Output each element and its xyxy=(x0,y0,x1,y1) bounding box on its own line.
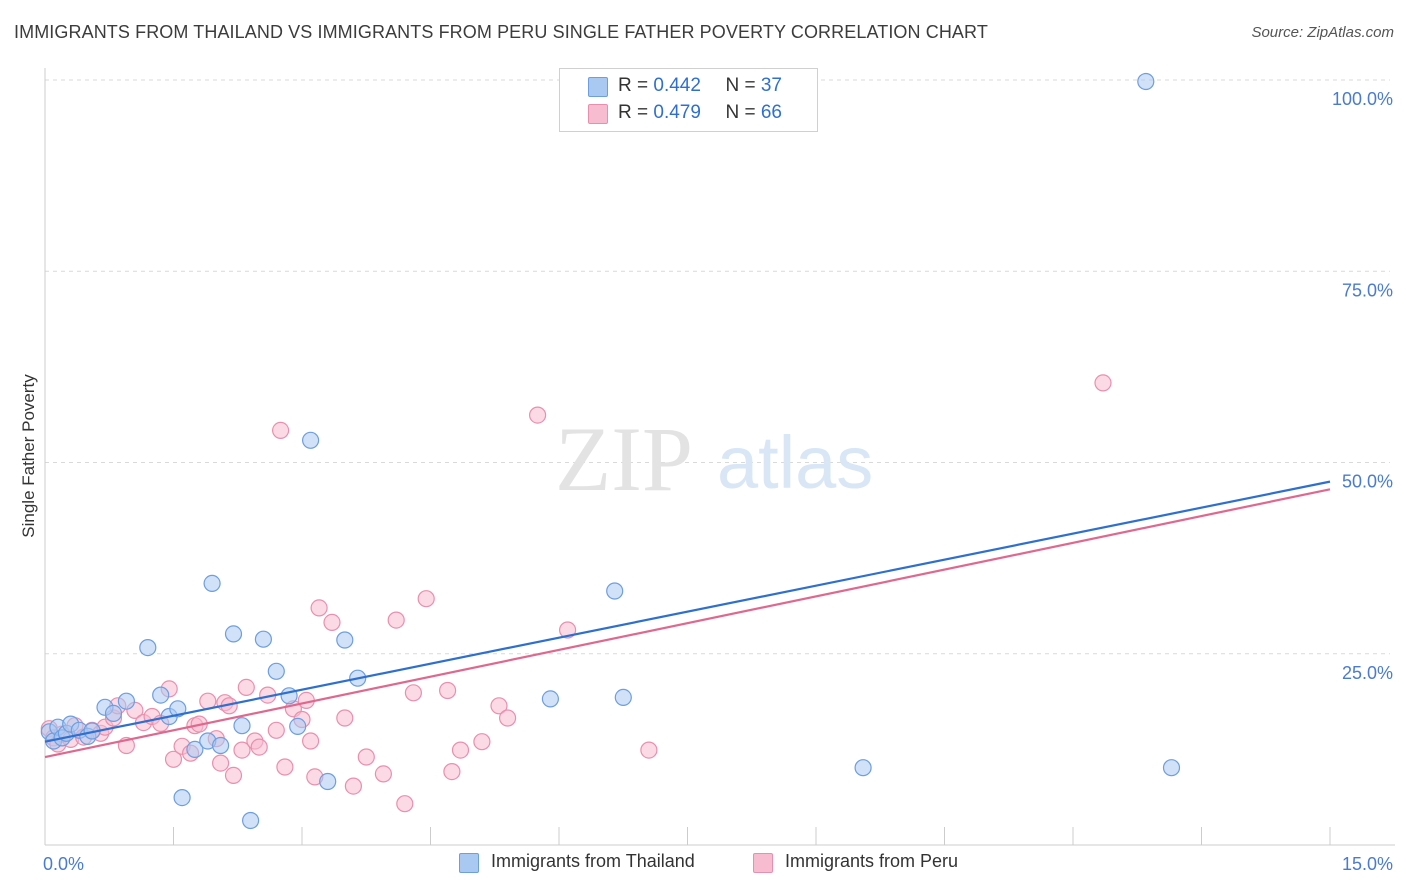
thailand-point xyxy=(302,431,320,449)
stats-legend: R = 0.442 N = 37 R = 0.479 N = 66 xyxy=(559,68,818,132)
legend-row-thailand: R = 0.442 N = 37 xyxy=(618,75,782,97)
trend-lines xyxy=(44,480,1331,759)
peru-point xyxy=(336,709,354,727)
legend-row-peru: R = 0.479 N = 66 xyxy=(618,102,782,124)
y-tick-label: 100.0% xyxy=(1332,89,1393,109)
y-tick-label: 25.0% xyxy=(1342,663,1393,683)
thailand-point xyxy=(336,631,354,649)
grid-lines xyxy=(45,79,1390,655)
legend-n-label: N = xyxy=(725,102,761,123)
peru-point xyxy=(528,406,547,424)
thailand-point xyxy=(104,704,123,723)
thailand-point xyxy=(212,736,230,755)
peru-point xyxy=(499,709,517,727)
peru-point xyxy=(387,611,405,629)
x-tick-label: 15.0% xyxy=(1342,854,1393,874)
legend-r-value: 0.479 xyxy=(653,102,701,123)
peru-trend-line xyxy=(44,488,1331,759)
thailand-point xyxy=(267,662,285,680)
thailand-point xyxy=(606,582,624,600)
peru-point xyxy=(396,795,414,813)
thailand-point xyxy=(233,717,251,735)
axes xyxy=(44,68,1395,846)
thailand-point xyxy=(254,630,272,648)
y-tick-label: 50.0% xyxy=(1342,472,1393,492)
peru-point xyxy=(276,758,294,776)
legend-r-label: R = xyxy=(618,102,654,123)
peru-point xyxy=(451,741,470,759)
thailand-point xyxy=(319,772,337,791)
thailand-point xyxy=(152,686,170,704)
peru-point xyxy=(233,741,251,759)
thailand-points xyxy=(40,72,1181,830)
y-tick-label: 75.0% xyxy=(1342,280,1393,300)
legend-label-peru: Immigrants from Peru xyxy=(785,851,959,871)
thailand-point xyxy=(1137,72,1155,91)
peru-point xyxy=(357,748,375,766)
legend-r-value: 0.442 xyxy=(653,75,701,96)
legend-swatch-peru xyxy=(588,104,608,124)
peru-point xyxy=(272,421,290,439)
peru-point xyxy=(237,678,255,697)
peru-point xyxy=(250,738,268,756)
legend-swatch-thailand xyxy=(588,77,608,97)
thailand-point xyxy=(289,717,307,736)
thailand-point xyxy=(541,690,560,708)
peru-point xyxy=(323,613,341,632)
legend-label-thailand: Immigrants from Thailand xyxy=(491,851,695,871)
thailand-point xyxy=(614,688,632,707)
peru-point xyxy=(224,766,243,785)
thailand-point xyxy=(169,700,187,718)
x-tick-label: 0.0% xyxy=(43,854,84,874)
legend-swatch-thailand xyxy=(459,853,479,873)
source-credit: Source: ZipAtlas.com xyxy=(1251,24,1394,41)
thailand-point xyxy=(117,692,136,710)
peru-point xyxy=(443,762,461,781)
peru-point xyxy=(302,732,320,750)
watermark: ZIP atlas xyxy=(555,408,873,510)
peru-point xyxy=(404,684,422,702)
thailand-point xyxy=(173,788,191,807)
legend-swatch-peru xyxy=(753,853,773,873)
peru-point xyxy=(417,590,435,608)
peru-point xyxy=(164,750,183,768)
peru-point xyxy=(640,741,658,759)
peru-point xyxy=(212,754,230,772)
thailand-point xyxy=(224,625,243,643)
peru-point xyxy=(267,721,285,739)
peru-point xyxy=(1094,374,1112,392)
thailand-point xyxy=(186,740,204,759)
legend-n-value: 66 xyxy=(760,102,782,123)
watermark-zip: ZIP xyxy=(555,408,693,510)
thailand-point xyxy=(203,574,221,593)
legend-n-label: N = xyxy=(725,75,761,96)
watermark-atlas: atlas xyxy=(717,421,873,504)
peru-point xyxy=(558,621,577,639)
chart-title: IMMIGRANTS FROM THAILAND VS IMMIGRANTS F… xyxy=(14,22,988,42)
peru-point xyxy=(490,697,508,715)
peru-point xyxy=(344,777,362,795)
tick-labels: 25.0% 50.0% 75.0% 100.0% 0.0% 15.0% xyxy=(43,89,1393,874)
thailand-point xyxy=(139,638,157,657)
thailand-point xyxy=(1162,759,1181,777)
peru-point xyxy=(310,599,328,617)
thailand-point xyxy=(854,759,872,777)
peru-point xyxy=(374,765,392,783)
thailand-trend-line xyxy=(44,480,1331,743)
y-axis-label: Single Father Poverty xyxy=(19,374,38,538)
peru-point xyxy=(439,681,457,700)
peru-point xyxy=(473,733,491,751)
thailand-point xyxy=(242,811,260,830)
legend-n-value: 37 xyxy=(760,75,782,96)
legend-r-label: R = xyxy=(618,75,654,96)
